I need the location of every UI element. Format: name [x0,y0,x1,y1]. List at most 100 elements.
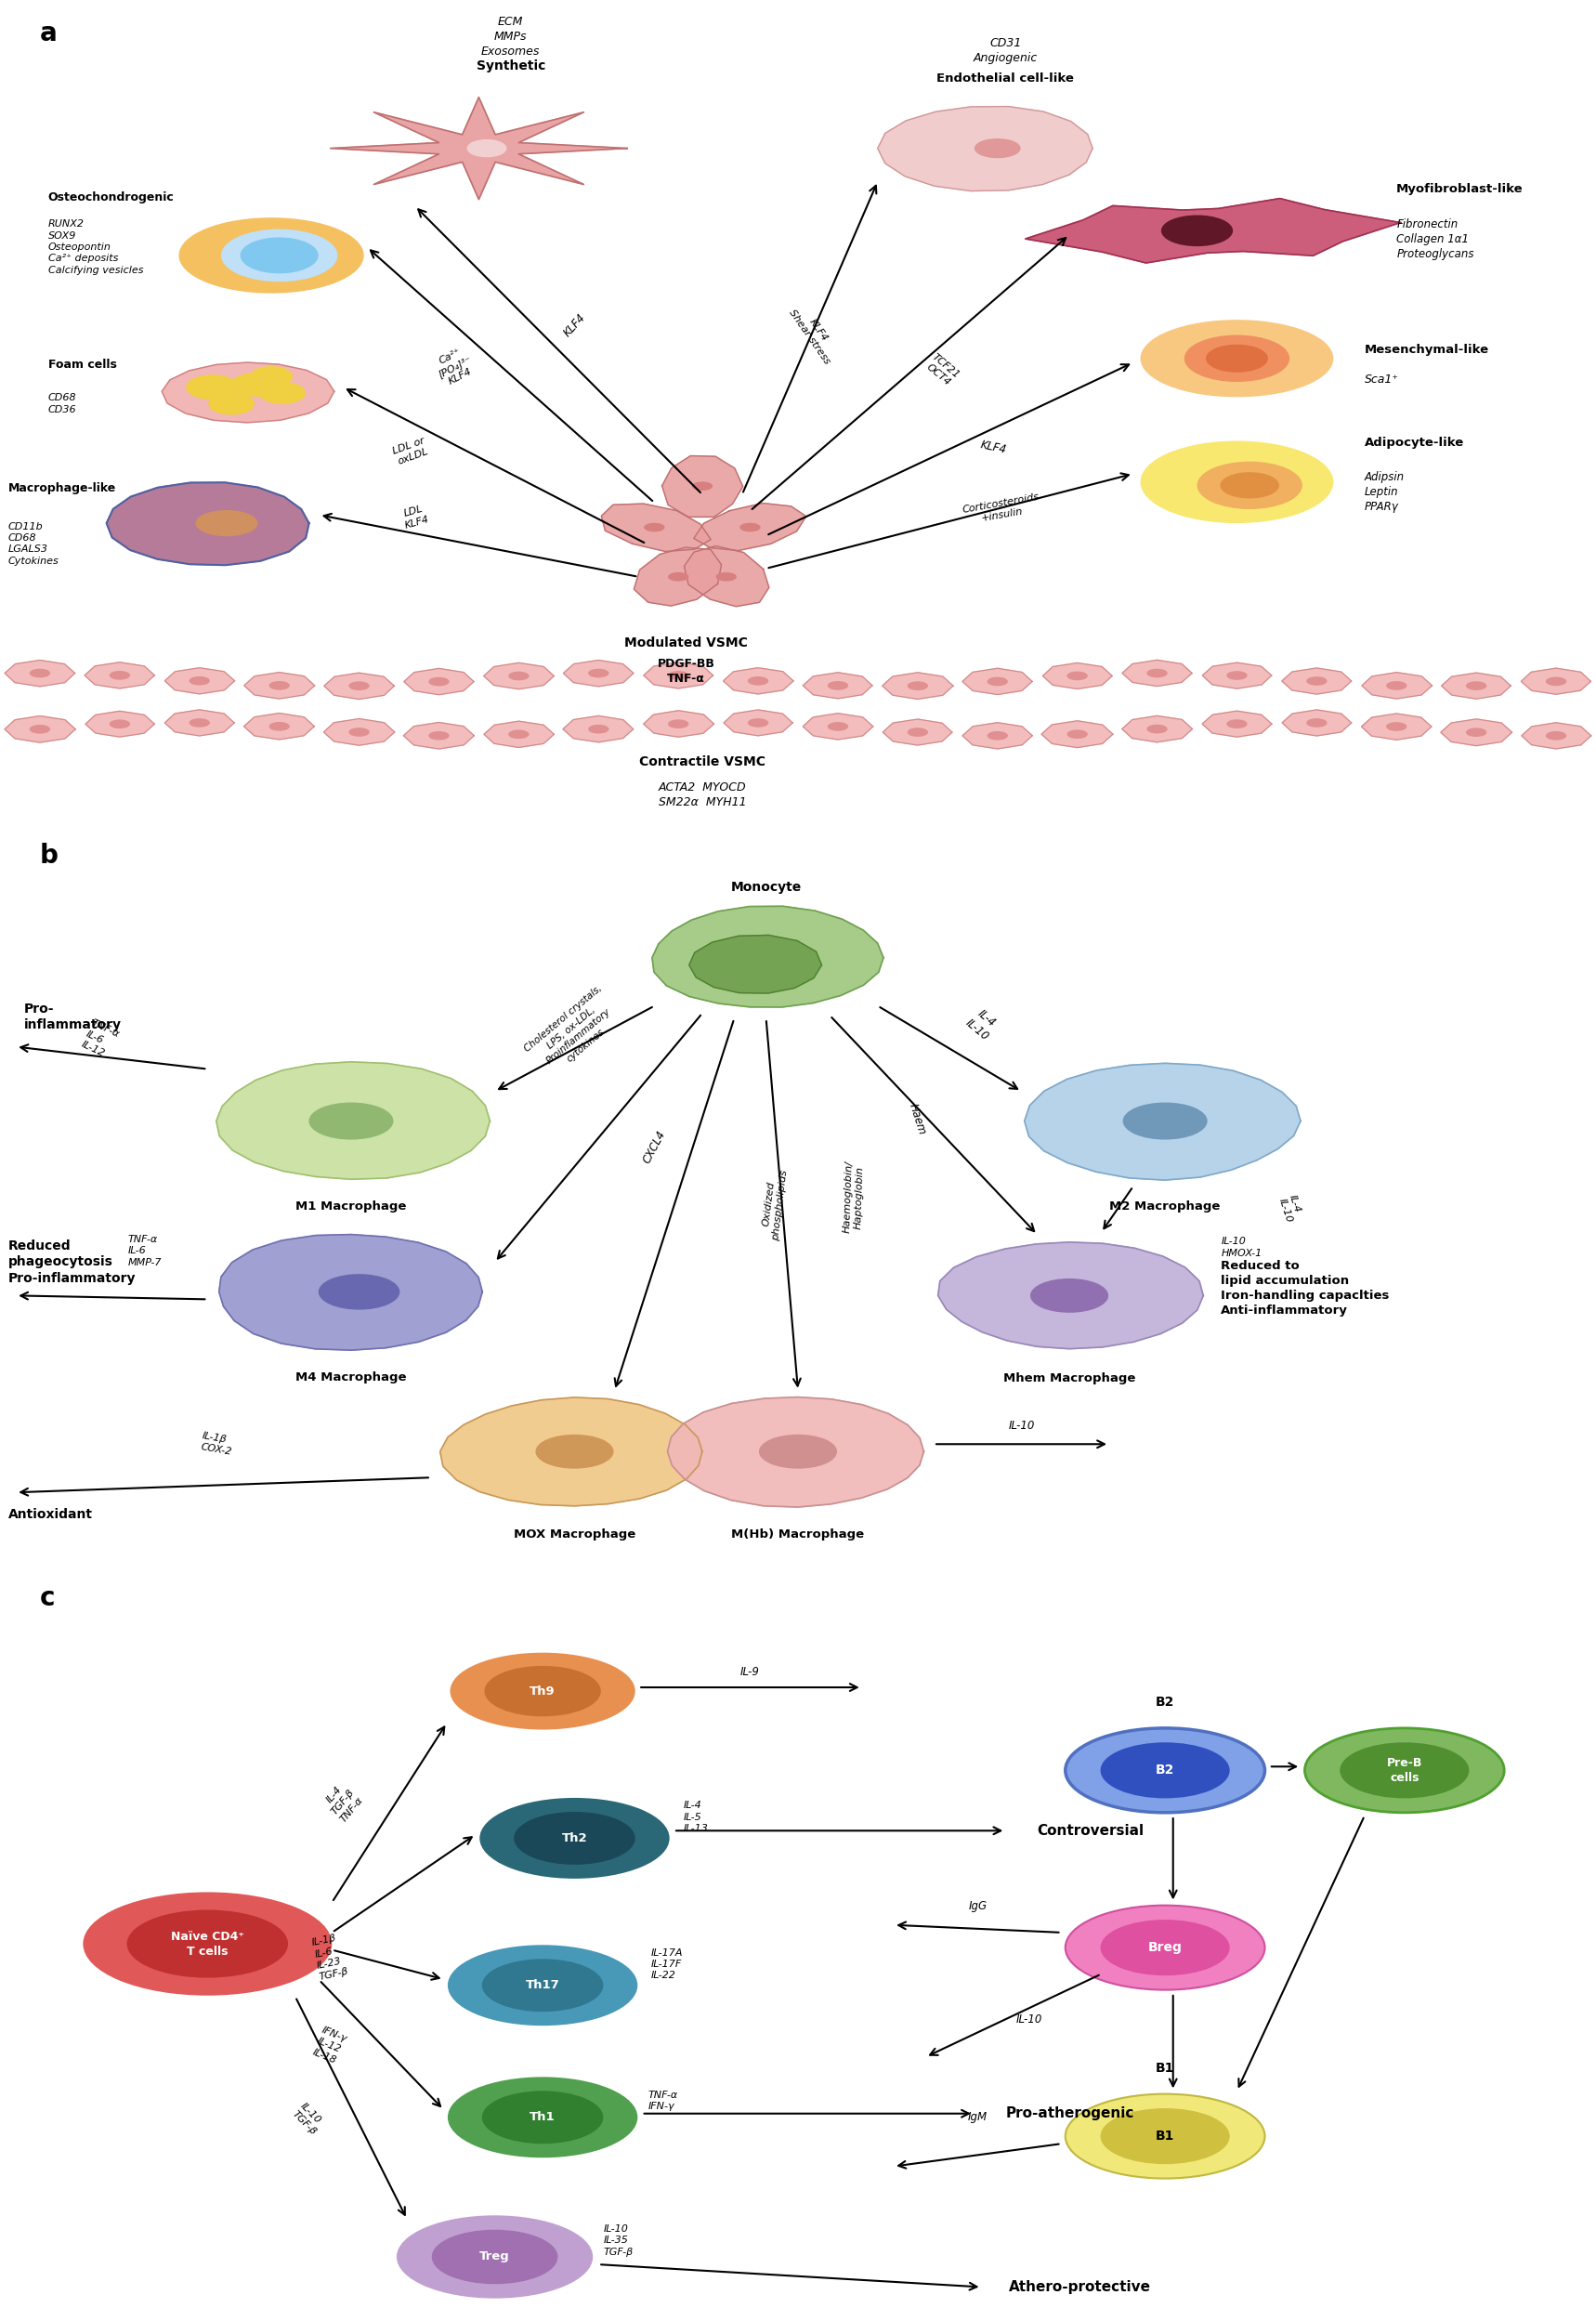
Ellipse shape [484,1959,602,2010]
Text: Osteochondrogenic: Osteochondrogenic [48,193,174,204]
Ellipse shape [908,682,927,689]
Ellipse shape [1184,337,1290,381]
Text: IgM: IgM [967,2112,988,2124]
Text: IL-4
IL-10: IL-4 IL-10 [962,1005,1001,1042]
Text: Ca²⁺
[PO₄]³⁻
KLF4: Ca²⁺ [PO₄]³⁻ KLF4 [431,344,479,390]
Ellipse shape [988,678,1007,685]
Text: IL-4
IL-10: IL-4 IL-10 [1277,1193,1304,1223]
Polygon shape [723,710,793,736]
Polygon shape [484,664,554,689]
Ellipse shape [741,525,760,532]
Ellipse shape [589,668,608,678]
Ellipse shape [110,671,129,680]
Ellipse shape [231,374,279,397]
Ellipse shape [196,511,257,536]
Text: IL-9: IL-9 [741,1666,760,1678]
Text: Monocyte: Monocyte [731,880,801,894]
Text: TNF-α
IL-6
IL-12: TNF-α IL-6 IL-12 [80,1019,121,1061]
Text: CD31
Angiogenic: CD31 Angiogenic [974,37,1037,65]
Text: Th2: Th2 [562,1831,587,1845]
Ellipse shape [1547,731,1566,740]
Ellipse shape [1467,729,1486,736]
Text: Synthetic: Synthetic [476,60,546,72]
Ellipse shape [1065,1906,1264,1989]
Ellipse shape [749,678,768,685]
Text: Endothelial cell-like: Endothelial cell-like [937,72,1074,84]
Ellipse shape [988,731,1007,740]
Ellipse shape [179,218,364,292]
Text: TNF-α
IFN-γ: TNF-α IFN-γ [648,2091,678,2112]
Ellipse shape [480,1799,669,1878]
Text: Reduced
phageocytosis
Pro-inflammatory: Reduced phageocytosis Pro-inflammatory [8,1239,136,1286]
Ellipse shape [1031,1279,1108,1311]
Polygon shape [1122,659,1192,687]
Ellipse shape [1101,2110,1229,2163]
Polygon shape [1042,664,1112,689]
Ellipse shape [209,392,254,413]
Polygon shape [689,935,822,993]
Text: KLF4: KLF4 [980,439,1007,455]
Polygon shape [962,668,1033,694]
Ellipse shape [514,1813,634,1864]
Text: ECM
MMPs
Exosomes: ECM MMPs Exosomes [482,16,539,58]
Ellipse shape [110,720,129,729]
Ellipse shape [319,1274,399,1309]
Polygon shape [1441,673,1511,699]
Text: Mhem Macrophage: Mhem Macrophage [1004,1372,1135,1386]
Text: Th17: Th17 [525,1980,560,1991]
Text: IL-4
TGF-β
TNF-α: IL-4 TGF-β TNF-α [321,1780,365,1824]
Text: Fibronectin
Collagen 1α1
Proteoglycans: Fibronectin Collagen 1α1 Proteoglycans [1396,218,1475,260]
Polygon shape [962,722,1033,750]
Ellipse shape [1124,1102,1207,1140]
Polygon shape [244,713,314,740]
Text: Foam cells: Foam cells [48,360,117,371]
Text: Cholesterol crystals,
LPS, ox-LDL,
Proinflammatory
cytokines: Cholesterol crystals, LPS, ox-LDL, Proin… [523,984,626,1079]
Text: Adipsin
Leptin
PPARγ: Adipsin Leptin PPARγ [1365,471,1404,513]
Text: KLF4
Shear stress: KLF4 Shear stress [787,302,841,367]
Ellipse shape [350,729,369,736]
Text: M1 Macrophage: M1 Macrophage [295,1200,407,1212]
Ellipse shape [310,1102,393,1140]
Text: CD68
CD36: CD68 CD36 [48,392,77,413]
Polygon shape [1361,713,1432,740]
Text: Modulated VSMC: Modulated VSMC [624,636,749,650]
Ellipse shape [429,731,448,740]
Polygon shape [1521,722,1591,750]
Text: Macrophage-like: Macrophage-like [8,483,117,494]
Polygon shape [215,1063,490,1179]
Ellipse shape [241,239,318,274]
Ellipse shape [83,1894,332,1994]
Polygon shape [1282,668,1352,694]
Polygon shape [563,715,634,743]
Polygon shape [1202,710,1272,738]
Ellipse shape [429,678,448,685]
Text: CD11b
CD68
LGALS3
Cytokines: CD11b CD68 LGALS3 Cytokines [8,522,59,566]
Polygon shape [878,107,1093,190]
Polygon shape [1441,720,1511,745]
Polygon shape [1521,668,1591,694]
Polygon shape [685,545,769,606]
Ellipse shape [260,383,305,404]
Polygon shape [1282,710,1352,736]
Text: IL-1β
IL-6
IL-23
TGF-β: IL-1β IL-6 IL-23 TGF-β [311,1933,350,1982]
Ellipse shape [468,139,506,156]
Polygon shape [723,668,793,694]
Ellipse shape [30,668,49,678]
Text: IL-17A
IL-17F
IL-22: IL-17A IL-17F IL-22 [651,1947,683,1980]
Ellipse shape [1227,720,1246,726]
Polygon shape [883,720,953,745]
Text: b: b [40,843,59,868]
Polygon shape [164,668,235,694]
Polygon shape [1122,715,1192,743]
Text: RUNX2
SOX9
Osteopontin
Ca²⁺ deposits
Calcifying vesicles: RUNX2 SOX9 Osteopontin Ca²⁺ deposits Cal… [48,220,144,274]
Text: Reduced to
lipid accumulation
Iron-handling capaclties
Anti-inflammatory: Reduced to lipid accumulation Iron-handl… [1221,1260,1390,1316]
Ellipse shape [397,2217,592,2298]
Polygon shape [694,504,806,550]
Ellipse shape [1221,473,1278,497]
Text: Treg: Treg [479,2251,511,2263]
Ellipse shape [190,678,209,685]
Ellipse shape [485,1666,600,1715]
Text: LDL
KLF4: LDL KLF4 [401,504,429,532]
Ellipse shape [908,729,927,736]
Ellipse shape [693,483,712,490]
